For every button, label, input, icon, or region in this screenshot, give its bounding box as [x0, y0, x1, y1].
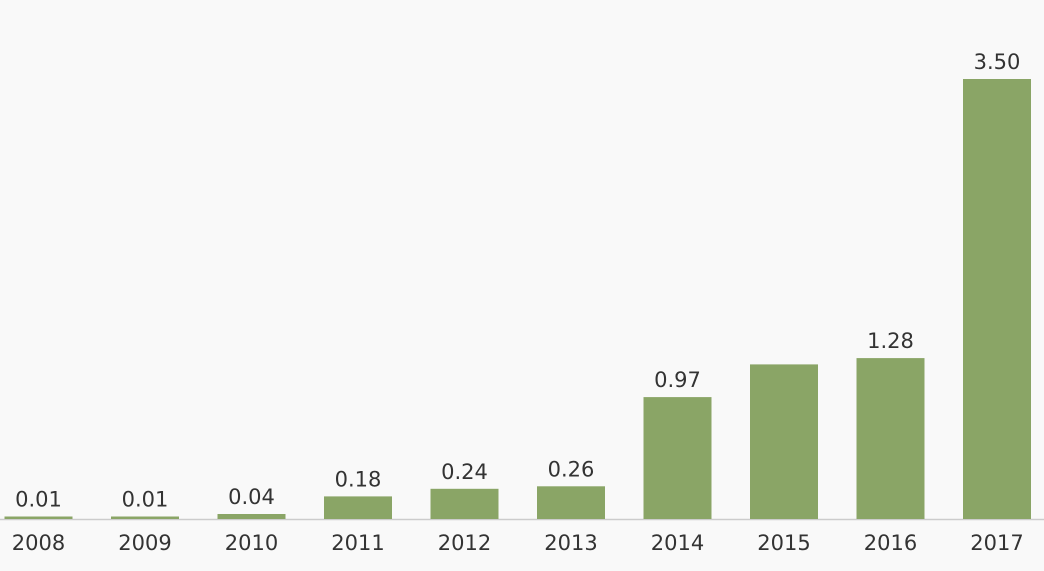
x-tick-label-2011: 2011 — [331, 531, 384, 555]
x-tick-label-2008: 2008 — [12, 531, 65, 555]
value-label-2009: 0.01 — [122, 488, 169, 512]
bar-2017 — [963, 79, 1031, 519]
bars-group — [4, 79, 1031, 519]
bar-2015 — [750, 364, 818, 519]
value-label-2014: 0.97 — [654, 368, 701, 392]
value-labels-group: 0.01 0.01 0.04 0.18 0.24 0.26 0.97 1.28 3.50 — [15, 50, 1020, 512]
x-tick-label-2017: 2017 — [970, 531, 1023, 555]
value-label-2010: 0.04 — [228, 485, 275, 509]
value-label-2011: 0.18 — [335, 467, 382, 491]
x-tick-label-2015: 2015 — [757, 531, 810, 555]
x-tick-label-2009: 2009 — [118, 531, 171, 555]
bar-2010 — [217, 514, 286, 519]
value-label-2013: 0.26 — [548, 457, 595, 481]
bar-2012 — [430, 488, 499, 519]
value-label-2016: 1.28 — [867, 329, 914, 353]
x-tick-label-2012: 2012 — [438, 531, 491, 555]
x-tick-label-2016: 2016 — [864, 531, 917, 555]
value-label-2017: 3.50 — [974, 50, 1021, 74]
bar-2014 — [643, 397, 712, 519]
value-label-2008: 0.01 — [15, 488, 62, 512]
bar-2008 — [4, 516, 73, 519]
bar-2013 — [537, 486, 605, 519]
x-tick-label-2014: 2014 — [651, 531, 704, 555]
bar-2009 — [111, 516, 179, 519]
bar-2011 — [324, 496, 392, 519]
x-tick-label-2013: 2013 — [544, 531, 597, 555]
x-tick-labels-group: 2008 2009 2010 2011 2012 2013 2014 2015 2016 2017 — [12, 531, 1024, 555]
x-tick-label-2010: 2010 — [225, 531, 278, 555]
bar-2016 — [856, 358, 925, 519]
value-label-2012: 0.24 — [441, 460, 488, 484]
